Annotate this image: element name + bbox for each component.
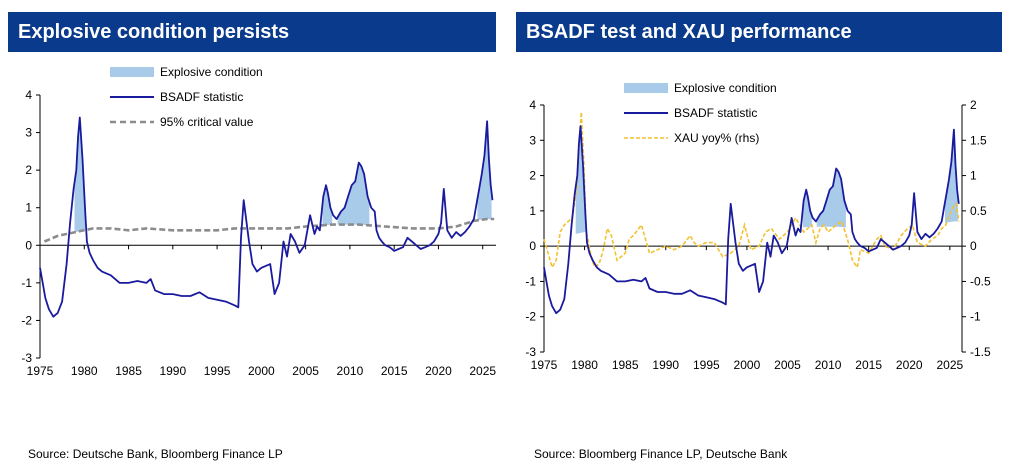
c0-y-tick-label-6: 3 — [25, 126, 32, 140]
right-source-note: Source: Bloomberg Finance LP, Deutsche B… — [534, 447, 788, 461]
c0-y-tick-label-1: -2 — [21, 313, 32, 327]
c0-legend-label-2: 95% critical value — [160, 115, 254, 129]
c1-legend-label-1: BSADF statistic — [674, 106, 757, 120]
c1-explosive-area-0 — [575, 126, 586, 234]
c1-legend-label-2: XAU yoy% (rhs) — [674, 131, 759, 145]
c1-y2-tick-label-7: 2 — [970, 98, 977, 112]
c0-x-tick-label-0: 1975 — [27, 364, 54, 378]
c0-bsadf-series-line — [39, 116, 494, 318]
c1-y2-tick-label-1: -1 — [970, 310, 981, 324]
c0-legend-label-0: Explosive condition — [160, 65, 263, 79]
c1-y-tick-label-7: 4 — [529, 98, 536, 112]
c1-x-tick-label-1: 1980 — [571, 358, 598, 372]
c1-x-tick-label-0: 1975 — [531, 358, 558, 372]
left-chart-panel: Explosive condition persists -3 -2 -1 0 1 2 3 4… — [0, 0, 510, 466]
c1-xau-series-line — [543, 112, 960, 270]
c1-explosive-area-2 — [816, 168, 846, 228]
c0-critical-value-line — [43, 217, 495, 243]
c1-y2-tick-label-4: 0.5 — [970, 204, 987, 218]
c1-x-tick-label-4: 1995 — [693, 358, 720, 372]
c1-legend-swatch-explosive — [624, 83, 668, 93]
c1-x-tick-label-2: 1985 — [612, 358, 639, 372]
c1-y-tick-label-6: 3 — [529, 133, 536, 147]
c1-y2-tick-label-5: 1 — [970, 169, 977, 183]
c0-explosive-area-1 — [322, 185, 333, 226]
c0-x-tick-label-4: 1995 — [204, 364, 231, 378]
c0-x-tick-label-10: 2025 — [469, 364, 496, 378]
c1-x-tick-label-5: 2000 — [734, 358, 761, 372]
c0-legend-label-1: BSADF statistic — [160, 90, 243, 104]
c0-x-tick-label-9: 2020 — [425, 364, 452, 378]
left-chart-title: Explosive condition persists — [8, 12, 496, 52]
c0-x-tick-label-1: 1980 — [71, 364, 98, 378]
c1-y-tick-label-1: -2 — [525, 310, 536, 324]
c1-bsadf-series-line — [543, 125, 960, 315]
left-source-note: Source: Deutsche Bank, Bloomberg Finance… — [28, 447, 283, 461]
c0-y-tick-label-3: 0 — [25, 238, 32, 252]
c1-x-tick-label-6: 2005 — [774, 358, 801, 372]
c1-y-tick-label-4: 1 — [529, 204, 536, 218]
c0-x-tick-label-2: 1985 — [115, 364, 142, 378]
c0-explosive-area-2 — [337, 162, 370, 226]
c1-y2-tick-label-2: -0.5 — [970, 274, 991, 288]
c0-explosive-area-0 — [74, 117, 86, 233]
c0-x-tick-label-5: 2000 — [248, 364, 275, 378]
c1-x-tick-label-8: 2015 — [855, 358, 882, 372]
c1-y-tick-label-0: -3 — [525, 345, 536, 359]
c0-y-tick-label-2: -1 — [21, 276, 32, 290]
c0-x-tick-label-8: 2015 — [381, 364, 408, 378]
c0-x-tick-label-6: 2005 — [292, 364, 319, 378]
c1-y-tick-label-3: 0 — [529, 239, 536, 253]
c1-x-tick-label-7: 2010 — [815, 358, 842, 372]
c1-x-tick-label-10: 2025 — [936, 358, 963, 372]
c0-y-tick-label-7: 4 — [25, 88, 32, 102]
c1-y2-tick-label-6: 1.5 — [970, 133, 987, 147]
c0-x-tick-label-3: 1990 — [159, 364, 186, 378]
right-chart-title: BSADF test and XAU performance — [516, 12, 1002, 52]
right-chart-svg: -3 -2 -1 0 1 2 3 4 1975 1980 1985 1990 1995 2000 2005 2… — [525, 81, 991, 372]
c1-x-tick-label-9: 2020 — [896, 358, 923, 372]
c1-legend-label-0: Explosive condition — [674, 81, 777, 95]
c0-y-tick-label-0: -3 — [21, 351, 32, 365]
c0-x-tick-label-7: 2010 — [337, 364, 364, 378]
c1-y2-tick-label-0: -1.5 — [970, 345, 991, 359]
left-chart-svg: -3 -2 -1 0 1 2 3 4 1975 1980 1985 1990 1995 2000 2005 2… — [21, 65, 496, 378]
c1-y-tick-label-5: 2 — [529, 169, 536, 183]
c1-x-tick-label-3: 1990 — [652, 358, 679, 372]
c1-explosive-area-1 — [802, 189, 812, 228]
c1-y2-tick-label-3: 0 — [970, 239, 977, 253]
c0-legend-swatch-explosive — [110, 67, 154, 77]
c0-y-tick-label-5: 2 — [25, 163, 32, 177]
c1-y-tick-label-2: -1 — [525, 274, 536, 288]
c0-y-tick-label-4: 1 — [25, 201, 32, 215]
right-chart-panel: BSADF test and XAU performance -3 -2 -1 0 1 2… — [516, 0, 1024, 466]
